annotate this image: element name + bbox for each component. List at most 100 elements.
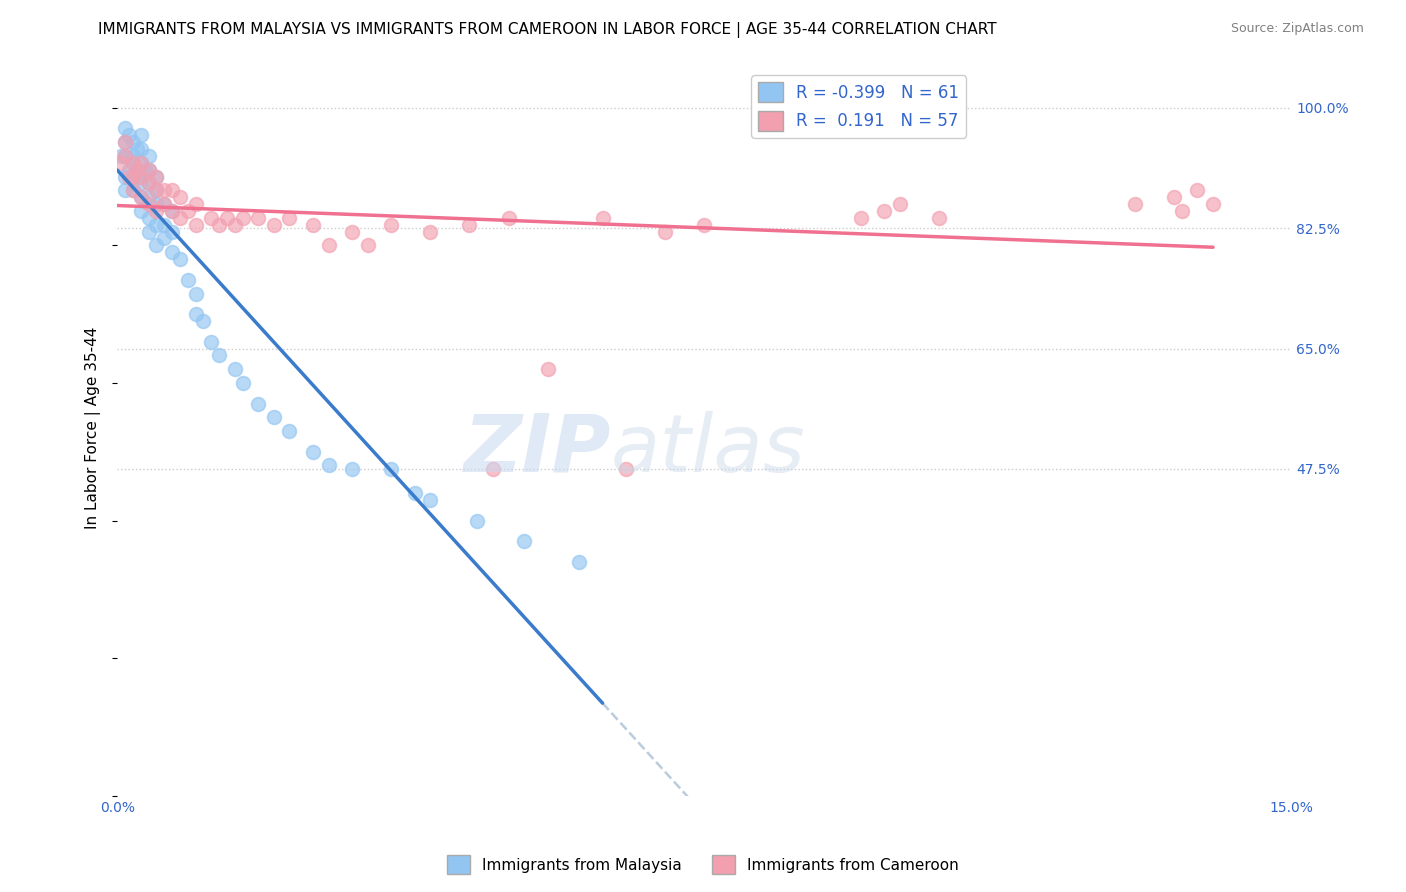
Point	[153, 183, 176, 197]
Point	[184, 218, 207, 232]
Point	[302, 444, 325, 458]
Point	[889, 197, 911, 211]
Point	[129, 156, 152, 170]
Point	[247, 211, 270, 225]
Point	[247, 396, 270, 410]
Point	[873, 203, 896, 218]
Point	[145, 218, 167, 232]
Point	[231, 376, 253, 390]
Point	[177, 273, 200, 287]
Point	[184, 197, 207, 211]
Point	[114, 135, 136, 149]
Point	[654, 225, 676, 239]
Point	[184, 286, 207, 301]
Point	[318, 238, 340, 252]
Point	[122, 183, 145, 197]
Point	[153, 218, 176, 232]
Point	[184, 307, 207, 321]
Point	[160, 225, 183, 239]
Point	[177, 203, 200, 218]
Point	[340, 462, 363, 476]
Point	[169, 190, 191, 204]
Point	[263, 410, 285, 425]
Point	[928, 211, 950, 225]
Point	[614, 462, 637, 476]
Legend: Immigrants from Malaysia, Immigrants from Cameroon: Immigrants from Malaysia, Immigrants fro…	[440, 849, 966, 880]
Point	[1171, 203, 1194, 218]
Point	[224, 362, 246, 376]
Point	[122, 149, 145, 163]
Point	[263, 218, 285, 232]
Point	[160, 203, 183, 218]
Point	[114, 135, 136, 149]
Point	[419, 492, 441, 507]
Point	[340, 225, 363, 239]
Point	[1163, 190, 1185, 204]
Point	[169, 252, 191, 266]
Point	[125, 142, 148, 156]
Point	[145, 238, 167, 252]
Text: IMMIGRANTS FROM MALAYSIA VS IMMIGRANTS FROM CAMEROON IN LABOR FORCE | AGE 35-44 : IMMIGRANTS FROM MALAYSIA VS IMMIGRANTS F…	[98, 22, 997, 38]
Point	[138, 149, 160, 163]
Point	[110, 149, 132, 163]
Point	[380, 218, 402, 232]
Point	[138, 162, 160, 177]
Text: Source: ZipAtlas.com: Source: ZipAtlas.com	[1230, 22, 1364, 36]
Point	[231, 211, 253, 225]
Point	[118, 128, 141, 143]
Point	[129, 190, 152, 204]
Point	[129, 142, 152, 156]
Point	[1123, 197, 1146, 211]
Point	[278, 424, 301, 438]
Point	[125, 162, 148, 177]
Point	[404, 486, 426, 500]
Point	[138, 197, 160, 211]
Point	[129, 203, 152, 218]
Point	[118, 169, 141, 184]
Point	[693, 218, 716, 232]
Point	[125, 162, 148, 177]
Point	[145, 169, 167, 184]
Point	[122, 183, 145, 197]
Point	[129, 169, 152, 184]
Point	[114, 183, 136, 197]
Point	[1202, 197, 1225, 211]
Point	[114, 121, 136, 136]
Point	[592, 211, 614, 225]
Point	[114, 149, 136, 163]
Point	[145, 183, 167, 197]
Point	[145, 203, 167, 218]
Point	[114, 149, 136, 163]
Legend: R = -0.399   N = 61, R =  0.191   N = 57: R = -0.399 N = 61, R = 0.191 N = 57	[751, 75, 966, 137]
Point	[419, 225, 441, 239]
Point	[224, 218, 246, 232]
Point	[153, 231, 176, 245]
Text: atlas: atlas	[610, 410, 806, 489]
Point	[129, 169, 152, 184]
Y-axis label: In Labor Force | Age 35-44: In Labor Force | Age 35-44	[86, 326, 101, 529]
Point	[129, 190, 152, 204]
Point	[129, 128, 152, 143]
Point	[169, 211, 191, 225]
Point	[498, 211, 520, 225]
Point	[122, 135, 145, 149]
Point	[110, 156, 132, 170]
Point	[357, 238, 380, 252]
Point	[193, 314, 215, 328]
Point	[114, 169, 136, 184]
Point	[849, 211, 872, 225]
Text: ZIP: ZIP	[463, 410, 610, 489]
Point	[482, 462, 505, 476]
Point	[122, 169, 145, 184]
Point	[134, 162, 156, 177]
Point	[200, 334, 222, 349]
Point	[208, 218, 231, 232]
Point	[160, 245, 183, 260]
Point	[278, 211, 301, 225]
Point	[513, 534, 536, 549]
Point	[138, 211, 160, 225]
Point	[200, 211, 222, 225]
Point	[537, 362, 560, 376]
Point	[302, 218, 325, 232]
Point	[568, 555, 591, 569]
